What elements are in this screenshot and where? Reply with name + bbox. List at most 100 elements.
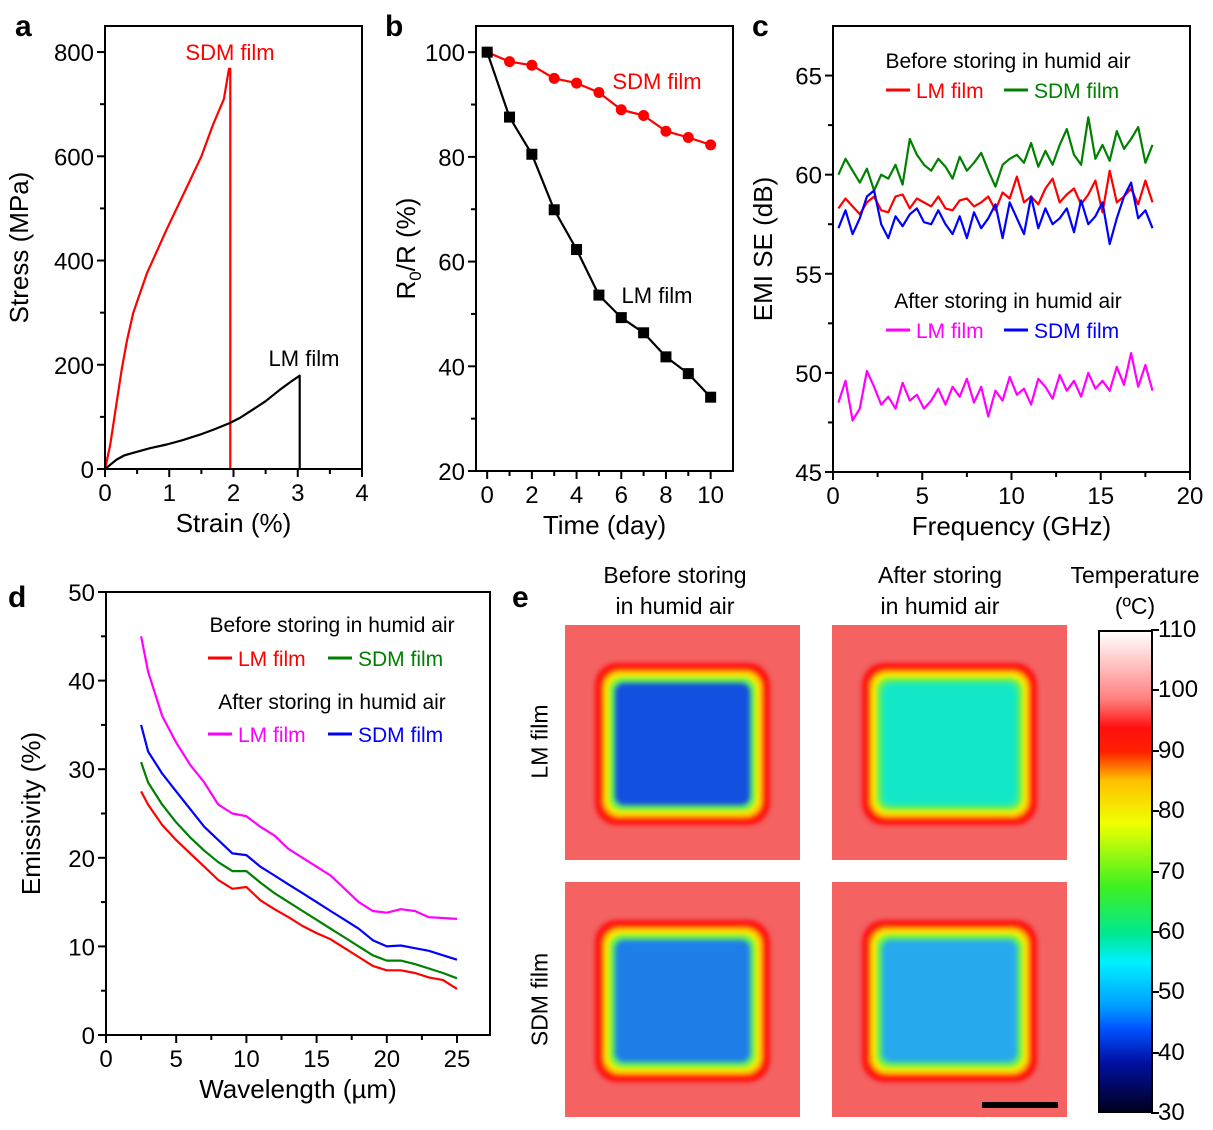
y-tick-label: 45 <box>795 460 822 487</box>
annotation-lm: LM film <box>269 346 340 371</box>
y-tick-label: 40 <box>438 354 465 381</box>
data-point <box>548 204 560 216</box>
series-line-2 <box>837 181 1154 246</box>
data-point <box>682 368 694 380</box>
x-tick-label: 0 <box>480 482 493 509</box>
series-line-1 <box>837 169 1154 216</box>
thermal-layer <box>882 683 1017 805</box>
y-tick-label: 800 <box>54 40 94 67</box>
legend-label: SDM film <box>1034 80 1119 103</box>
col-title-line: in humid air <box>615 593 735 619</box>
data-point <box>638 327 650 339</box>
col-title-after: After storing in humid air <box>840 560 1040 622</box>
y-tick-label: 600 <box>54 144 94 171</box>
data-point <box>705 139 717 151</box>
y-axis-label: R0/R (%) <box>391 198 425 300</box>
colorbar-tick <box>1151 930 1159 933</box>
colorbar-tick-label: 100 <box>1158 676 1199 704</box>
thermal-image-lm-before <box>565 625 800 860</box>
panel-letter-c: c <box>752 10 769 43</box>
y-tick-label: 55 <box>795 262 822 289</box>
legend-label: SDM film <box>358 724 443 747</box>
colorbar-unit: (ºC) <box>1114 593 1156 619</box>
series-line-2 <box>140 761 458 980</box>
data-point <box>660 125 672 137</box>
y-tick-label: 60 <box>795 163 822 190</box>
y-tick-label: 65 <box>795 64 822 91</box>
x-tick-label: 5 <box>916 483 929 510</box>
colorbar-tick <box>1151 689 1159 692</box>
x-axis-label: Wavelength (µm) <box>199 1074 397 1104</box>
y-tick-label: 80 <box>438 145 465 172</box>
y-tick-label: 50 <box>68 580 95 607</box>
data-point <box>481 46 493 58</box>
colorbar-tick-label: 60 <box>1158 917 1185 945</box>
series-line-1 <box>140 724 458 961</box>
legend-label: LM film <box>916 320 984 343</box>
y-axis-label: Stress (MPa) <box>4 172 34 324</box>
y-axis-label: EMI SE (dB) <box>748 177 778 321</box>
series-line-0 <box>103 67 232 470</box>
y-axis-label: Emissivity (%) <box>16 732 46 895</box>
data-point <box>571 244 583 256</box>
plot-frame <box>475 25 734 472</box>
legend-label: LM film <box>916 80 984 103</box>
colorbar-tick-label: 80 <box>1158 797 1185 825</box>
x-tick-label: 20 <box>373 1046 400 1073</box>
colorbar-tick-label: 50 <box>1158 978 1185 1006</box>
x-tick-label: 15 <box>1087 483 1114 510</box>
scale-bar <box>982 1102 1058 1108</box>
row-label-lm: LM film <box>526 704 553 779</box>
colorbar-title: Temperature (ºC) <box>1055 560 1213 622</box>
series-line-1 <box>104 374 301 470</box>
thermal-layer <box>615 683 750 805</box>
panel-letter-b: b <box>385 10 403 43</box>
panel-letter-a: a <box>15 10 32 43</box>
x-tick-label: 5 <box>170 1046 183 1073</box>
data-point <box>593 289 605 301</box>
y-tick-label: 10 <box>68 934 95 961</box>
chart-d: 0 5 10 15 20 25 0 10 20 30 40 50 Wavelength (µm) Emis… <box>16 580 491 1104</box>
data-point <box>571 77 583 89</box>
colorbar-tick <box>1151 870 1159 873</box>
x-tick-label: 2 <box>227 480 240 507</box>
chart-c: 0 5 10 15 20 45 50 55 60 65 Frequency (GHz) EMI SE … <box>748 25 1204 541</box>
x-tick-label: 6 <box>615 482 628 509</box>
series-line-0 <box>140 636 458 920</box>
x-tick-label: 25 <box>444 1046 471 1073</box>
colorbar-tick-label: 40 <box>1158 1038 1185 1066</box>
data-point <box>526 59 538 71</box>
data-point <box>504 111 516 123</box>
x-tick-label: 15 <box>303 1046 330 1073</box>
y-tick-label: 200 <box>54 353 94 380</box>
y-label-rest: /R (%) <box>391 198 421 272</box>
col-title-line: Before storing <box>603 562 747 588</box>
plot-frame <box>832 25 1191 473</box>
y-label-main: R <box>391 281 421 300</box>
y-tick-label: 100 <box>425 40 465 67</box>
thermal-layer <box>615 940 750 1062</box>
series-line-0 <box>486 51 712 146</box>
colorbar-tick <box>1151 810 1159 813</box>
y-label-sub: 0 <box>406 271 425 280</box>
colorbar-tick-label: 30 <box>1158 1099 1185 1126</box>
colorbar-title-text: Temperature <box>1070 562 1200 588</box>
x-tick-label: 20 <box>1177 483 1204 510</box>
y-tick-label: 0 <box>82 1023 95 1050</box>
legend-label: LM film <box>238 648 306 671</box>
y-tick-label: 20 <box>438 459 465 486</box>
x-tick-label: 0 <box>99 1046 112 1073</box>
x-tick-label: 1 <box>163 480 176 507</box>
data-point <box>593 86 605 98</box>
series-line-1 <box>486 51 712 398</box>
y-tick-label: 60 <box>438 250 465 277</box>
x-tick-label: 10 <box>233 1046 260 1073</box>
x-tick-label: 10 <box>998 483 1025 510</box>
legend-heading: After storing in humid air <box>894 290 1122 313</box>
x-axis-label: Strain (%) <box>176 508 292 538</box>
x-tick-label: 0 <box>826 483 839 510</box>
data-point <box>705 391 717 403</box>
colorbar-tick-label: 110 <box>1158 616 1197 643</box>
